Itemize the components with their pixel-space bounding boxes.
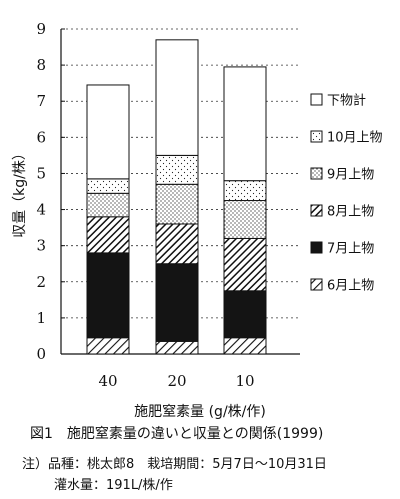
bar-segment — [86, 216, 130, 254]
legend-swatch — [310, 241, 323, 254]
y-tick-label: 4 — [36, 201, 46, 219]
x-tick-label: 40 — [98, 372, 117, 390]
note-line-2: 灌水量：191L/株/作 — [54, 478, 173, 493]
bar-segment — [86, 252, 130, 339]
y-tick-label: 5 — [36, 164, 46, 182]
tick-labels: 0 1 2 3 4 5 6 7 8 9 40 20 10 — [36, 20, 254, 390]
x-tick-label: 20 — [167, 372, 186, 390]
x-tick-label: 10 — [235, 372, 254, 390]
bar-segment — [86, 192, 130, 218]
bar-segment — [86, 178, 130, 194]
legend-label: 10月上物 — [327, 131, 383, 146]
legend: 下物計 10月上物 9月上物 8月上物 7月上物 6月上物 — [310, 93, 383, 294]
x-axis-label: 施肥窒素量 (g/株/作) — [134, 404, 266, 420]
bar-segment — [223, 180, 267, 202]
bar-segment — [155, 183, 199, 225]
y-tick-label: 6 — [36, 128, 46, 146]
legend-swatch — [310, 93, 323, 106]
y-tick-label: 8 — [36, 56, 46, 74]
bar-segment — [86, 84, 130, 180]
y-tick-label: 7 — [36, 92, 46, 110]
y-tick-label: 0 — [36, 345, 46, 363]
legend-label: 下物計 — [327, 93, 366, 109]
note-line-1: 注）品種：桃太郎8 栽培期間：5月7日～10月31日 — [22, 457, 327, 472]
legend-label: 7月上物 — [327, 242, 374, 257]
bar-segment — [223, 337, 267, 355]
legend-swatch — [310, 167, 323, 180]
y-axis-label-text: 収量（kg/株） — [12, 146, 28, 238]
legend-label: 6月上物 — [327, 279, 374, 294]
bars — [86, 39, 267, 355]
y-tick-label: 3 — [36, 237, 46, 255]
bar-segment — [223, 290, 267, 339]
y-tick-label: 1 — [36, 309, 46, 327]
legend-swatch — [310, 278, 323, 291]
bar-segment — [155, 223, 199, 265]
bar-segment — [155, 39, 199, 156]
legend-label: 8月上物 — [327, 205, 374, 220]
bar-segment — [155, 340, 199, 355]
y-tick-label: 9 — [36, 20, 46, 38]
bar-segment — [223, 200, 267, 239]
figure-caption: 図1 施肥窒素量の違いと収量との関係(1999) — [30, 426, 324, 442]
bar-segment — [223, 237, 267, 292]
bar-segment — [86, 337, 130, 355]
legend-swatch — [310, 204, 323, 217]
bar-segment — [155, 263, 199, 342]
bar-segment — [155, 154, 199, 185]
legend-label: 9月上物 — [327, 168, 374, 183]
legend-swatch — [310, 130, 323, 143]
y-axis-label: 収量（kg/株） — [12, 146, 28, 238]
y-tick-label: 2 — [36, 273, 46, 291]
bar-segment — [223, 66, 267, 182]
